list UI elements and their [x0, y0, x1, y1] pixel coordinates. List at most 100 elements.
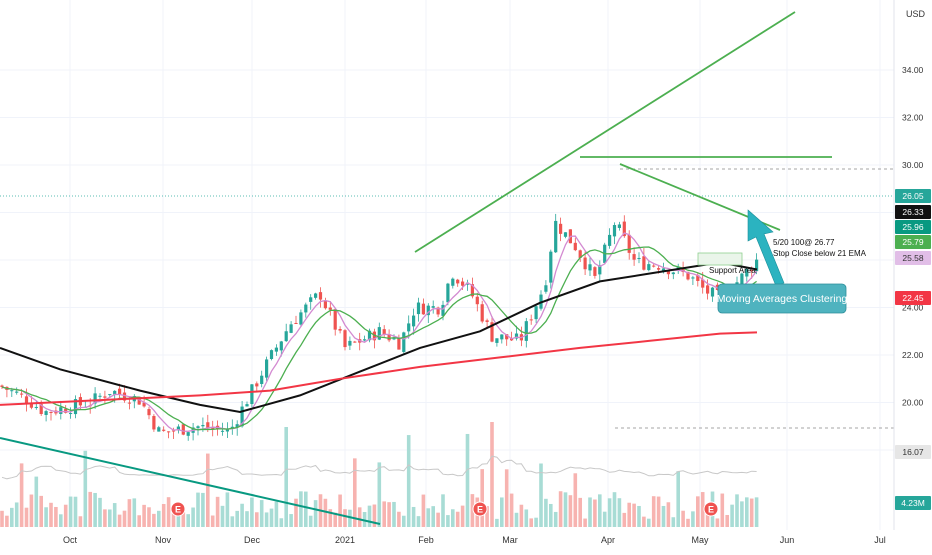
volume-bar — [63, 504, 68, 527]
candle-body — [323, 300, 327, 309]
volume-bar — [504, 469, 509, 527]
y-tick-label: 22.00 — [902, 350, 924, 360]
candle-body — [632, 254, 636, 260]
volume-bar — [451, 509, 455, 527]
volume-bar — [274, 501, 279, 527]
volume-bar — [436, 512, 440, 527]
candle-body — [157, 427, 161, 432]
volume-bar — [333, 512, 337, 527]
volume-bar — [745, 497, 749, 527]
candle-body — [304, 304, 308, 313]
y-tick-label: 20.00 — [902, 398, 924, 408]
volume-bar — [715, 518, 720, 527]
volume-bar — [166, 497, 171, 527]
candle-body — [436, 307, 440, 315]
volume-bar — [250, 497, 254, 527]
volume-bar — [313, 500, 318, 527]
candle-body — [696, 275, 700, 281]
volume-bar — [259, 500, 264, 527]
volume-bar — [411, 506, 416, 527]
candle-body — [255, 383, 259, 387]
candle-body — [318, 292, 323, 300]
volume-bar — [348, 509, 352, 527]
earnings-marker-label: E — [708, 505, 714, 515]
candle-body — [465, 282, 470, 285]
volume-bar — [103, 509, 107, 527]
candle-body — [363, 339, 367, 341]
candle-body — [485, 320, 489, 322]
candle-body — [627, 234, 631, 253]
volume-bar — [19, 463, 24, 527]
volume-bar — [578, 497, 582, 527]
candle-body — [196, 426, 200, 428]
volume-bar — [5, 515, 9, 527]
price-badge — [895, 251, 931, 265]
candle-body — [20, 393, 24, 395]
earnings-marker-label: E — [175, 505, 181, 515]
volume-bar — [666, 502, 671, 527]
volume-bar — [676, 471, 680, 527]
candlesticks — [0, 213, 759, 441]
volume-bar — [651, 496, 656, 527]
candle-body — [593, 267, 597, 276]
volume-bar — [500, 497, 504, 527]
volume-bar — [171, 507, 176, 527]
volume-bar — [514, 512, 519, 527]
candle-body — [299, 312, 303, 325]
volume-bar — [392, 501, 396, 527]
candle-body — [59, 407, 63, 415]
candle-body — [554, 220, 558, 253]
candle-body — [240, 406, 244, 427]
candle-body — [392, 338, 396, 340]
volume-bar — [220, 505, 225, 527]
candle-body — [0, 385, 4, 387]
volume-bar — [700, 492, 705, 527]
volume-bar — [553, 511, 558, 527]
candle-body — [412, 315, 416, 327]
volume-bar — [59, 514, 63, 527]
candle-body — [328, 307, 332, 310]
candle-body — [407, 323, 411, 332]
volume-bar — [455, 511, 460, 527]
candle-body — [563, 232, 568, 237]
candle-body — [534, 306, 538, 320]
candle-body — [176, 426, 180, 431]
candle-body — [269, 350, 274, 360]
volume-bar — [245, 511, 249, 527]
volume-bar — [568, 495, 573, 527]
volume-bar — [230, 516, 235, 527]
volume-bar — [137, 515, 141, 527]
volume-bar — [573, 473, 578, 527]
candle-body — [421, 303, 425, 315]
volume-bar — [740, 501, 744, 527]
volume-bar — [14, 502, 19, 527]
candle-body — [745, 268, 749, 277]
price-badge-label: 25.58 — [902, 253, 924, 263]
candle-body — [250, 384, 254, 405]
candle-body — [137, 398, 141, 405]
candle-body — [617, 224, 621, 228]
volume-bar — [157, 510, 161, 527]
candle-body — [426, 305, 430, 316]
volume-bar — [495, 518, 499, 527]
trendlines — [0, 11, 832, 525]
volume-bar — [225, 492, 230, 527]
candle-body — [353, 341, 357, 343]
volume-bar — [24, 507, 29, 527]
candle-body — [108, 394, 112, 396]
volume-bar — [299, 491, 303, 527]
volume-bar — [44, 507, 48, 527]
volume-bar — [720, 493, 725, 527]
candle-body — [284, 331, 288, 342]
candle-body — [377, 327, 381, 340]
candle-body — [333, 309, 337, 330]
x-tick-label: Dec — [244, 535, 261, 545]
candle-body — [127, 402, 131, 404]
candle-body — [152, 416, 156, 430]
volume-bar — [191, 507, 195, 527]
volume-bar — [691, 511, 695, 527]
volume-bar — [549, 503, 553, 527]
